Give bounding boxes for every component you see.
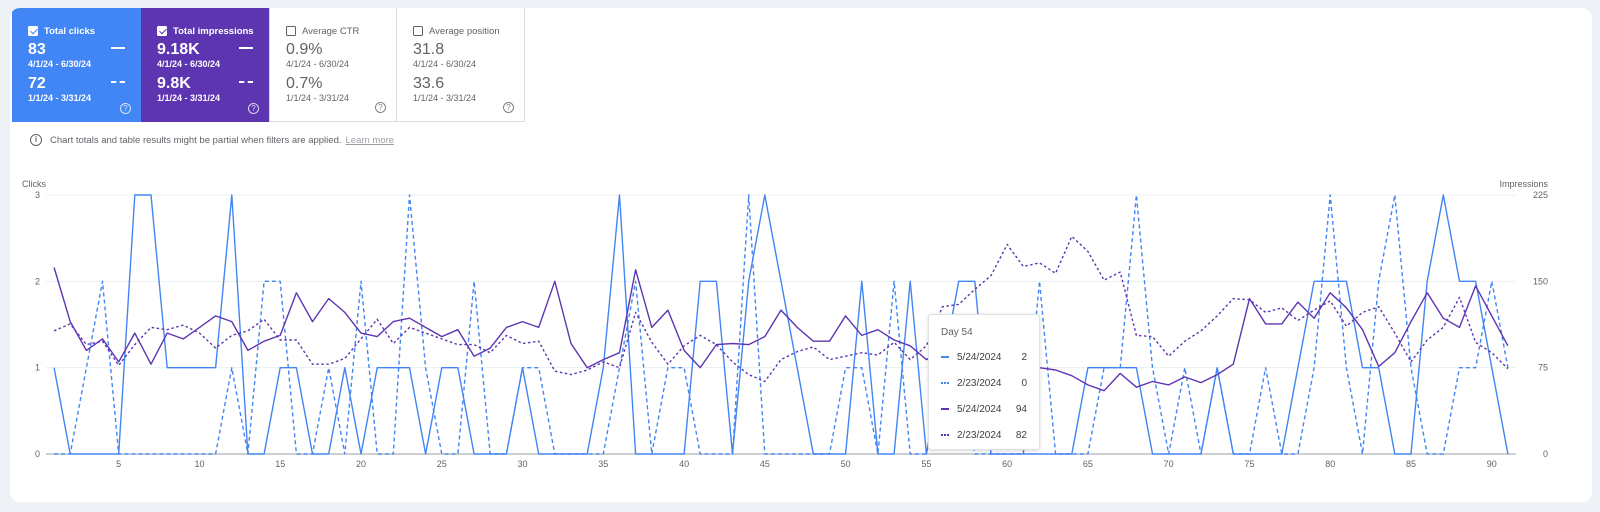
x-tick-label: 30 xyxy=(518,459,528,469)
y-tick-label: 1 xyxy=(35,363,40,373)
x-tick-label: 20 xyxy=(356,459,366,469)
y-tick-label: 0 xyxy=(35,449,40,459)
info-icon: i xyxy=(30,134,42,146)
tooltip-value: 2 xyxy=(1021,351,1027,363)
y-axis-label: Clicks xyxy=(22,179,46,189)
series-line-1 xyxy=(54,194,1509,455)
tooltip-date: 5/24/2024 xyxy=(957,403,1002,415)
y2-tick-label: 225 xyxy=(1533,190,1548,200)
help-icon[interactable]: ? xyxy=(120,103,131,114)
x-tick-label: 45 xyxy=(760,459,770,469)
checkbox-unchecked-icon[interactable] xyxy=(286,26,296,36)
y2-tick-label: 0 xyxy=(1543,449,1548,459)
x-tick-label: 50 xyxy=(841,459,851,469)
card-range-current: 4/1/24 - 6/30/24 xyxy=(413,59,477,69)
x-tick-label: 80 xyxy=(1325,459,1335,469)
card-range-previous: 1/1/24 - 3/31/24 xyxy=(413,93,477,103)
x-tick-label: 5 xyxy=(116,459,121,469)
x-tick-label: 85 xyxy=(1406,459,1416,469)
tooltip-date: 5/24/2024 xyxy=(957,351,1002,363)
tooltip-value: 82 xyxy=(1015,429,1027,441)
dashed-line-legend-icon xyxy=(111,81,125,83)
dotted-line-legend-icon xyxy=(941,434,949,436)
x-tick-label: 75 xyxy=(1244,459,1254,469)
x-tick-label: 35 xyxy=(598,459,608,469)
x-tick-label: 15 xyxy=(275,459,285,469)
x-tick-label: 40 xyxy=(679,459,689,469)
card-range-current: 4/1/24 - 6/30/24 xyxy=(28,59,92,69)
card-total-impressions[interactable]: Total impressions 9.18K 4/1/24 - 6/30/24… xyxy=(141,8,269,122)
metric-cards: Total clicks 83 4/1/24 - 6/30/24 72 1/1/… xyxy=(12,8,525,122)
help-icon[interactable]: ? xyxy=(375,102,386,113)
x-tick-label: 65 xyxy=(1083,459,1093,469)
tooltip-row: 2/23/2024 82 xyxy=(941,422,1027,448)
card-average-ctr[interactable]: Average CTR 0.9% 4/1/24 - 6/30/24 0.7% 1… xyxy=(269,8,397,122)
card-value-previous: 72 xyxy=(28,75,46,92)
x-tick-label: 90 xyxy=(1487,459,1497,469)
card-average-position[interactable]: Average position 31.8 4/1/24 - 6/30/24 3… xyxy=(397,8,525,122)
card-value-previous: 0.7% xyxy=(286,75,323,92)
y-tick-label: 3 xyxy=(35,190,40,200)
x-tick-label: 55 xyxy=(921,459,931,469)
x-tick-label: 10 xyxy=(194,459,204,469)
checkbox-checked-icon[interactable] xyxy=(157,26,167,36)
card-value-current: 31.8 xyxy=(413,41,445,58)
tooltip-row: 5/24/2024 94 xyxy=(941,396,1027,422)
card-range-previous: 1/1/24 - 3/31/24 xyxy=(157,93,221,103)
tooltip-value: 94 xyxy=(1015,403,1027,415)
card-value-current: 9.18K xyxy=(157,41,200,58)
x-tick-label: 25 xyxy=(437,459,447,469)
partial-data-notice: i Chart totals and table results might b… xyxy=(30,134,394,146)
x-tick-label: 70 xyxy=(1164,459,1174,469)
notice-text: Chart totals and table results might be … xyxy=(50,134,342,146)
card-value-current: 83 xyxy=(28,41,46,58)
solid-line-legend-icon xyxy=(941,356,949,358)
tooltip-title: Day 54 xyxy=(941,327,973,338)
card-label: Average position xyxy=(429,25,500,37)
chart-tooltip: Day 54 5/24/2024 2 2/23/2024 0 5/24/2024… xyxy=(928,314,1040,450)
card-value-previous: 33.6 xyxy=(413,75,445,92)
tooltip-date: 2/23/2024 xyxy=(957,377,1002,389)
y2-tick-label: 75 xyxy=(1538,363,1548,373)
help-icon[interactable]: ? xyxy=(248,103,259,114)
card-range-previous: 1/1/24 - 3/31/24 xyxy=(286,93,350,103)
series-line-0 xyxy=(53,194,1509,455)
learn-more-link[interactable]: Learn more xyxy=(345,134,395,146)
series-line-3 xyxy=(53,235,1509,383)
checkbox-checked-icon[interactable] xyxy=(28,26,38,36)
tooltip-row: 2/23/2024 0 xyxy=(941,370,1027,396)
card-label: Total impressions xyxy=(173,25,254,37)
y2-tick-label: 150 xyxy=(1533,276,1548,286)
solid-line-legend-icon xyxy=(111,47,125,49)
card-range-previous: 1/1/24 - 3/31/24 xyxy=(28,93,92,103)
tooltip-date: 2/23/2024 xyxy=(957,429,1002,441)
card-total-clicks[interactable]: Total clicks 83 4/1/24 - 6/30/24 72 1/1/… xyxy=(12,8,141,122)
tooltip-value: 0 xyxy=(1021,377,1027,389)
card-label: Average CTR xyxy=(302,25,360,37)
solid-line-legend-icon xyxy=(239,47,253,49)
performance-panel: Total clicks 83 4/1/24 - 6/30/24 72 1/1/… xyxy=(10,8,1592,502)
solid-line-legend-icon xyxy=(941,408,949,410)
card-label: Total clicks xyxy=(44,25,96,37)
checkbox-unchecked-icon[interactable] xyxy=(413,26,423,36)
card-range-current: 4/1/24 - 6/30/24 xyxy=(157,59,221,69)
dashed-line-legend-icon xyxy=(239,81,253,83)
card-range-current: 4/1/24 - 6/30/24 xyxy=(286,59,350,69)
dotted-line-legend-icon xyxy=(941,382,949,384)
y-tick-label: 2 xyxy=(35,276,40,286)
y2-axis-label: Impressions xyxy=(1499,179,1548,189)
x-tick-label: 60 xyxy=(1002,459,1012,469)
card-value-previous: 9.8K xyxy=(157,75,191,92)
series-line-2 xyxy=(53,267,1509,392)
card-value-current: 0.9% xyxy=(286,41,323,58)
tooltip-row: 5/24/2024 2 xyxy=(941,344,1027,370)
help-icon[interactable]: ? xyxy=(503,102,514,113)
